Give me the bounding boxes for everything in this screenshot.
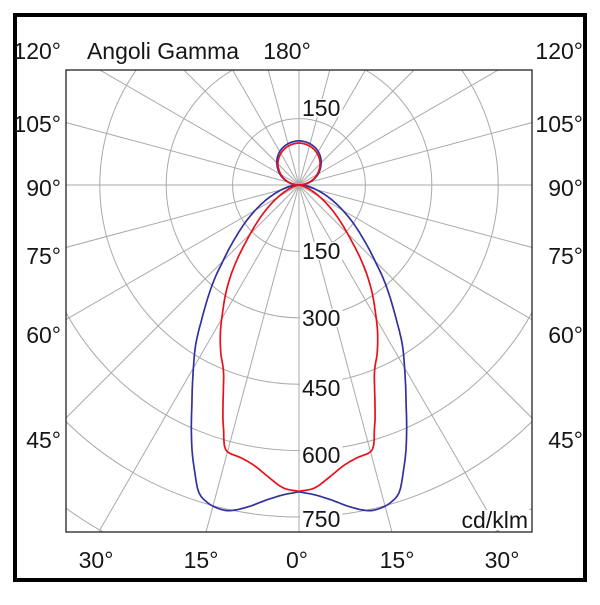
unit-label-bg xyxy=(458,510,531,530)
ring-value-label-1: 150 xyxy=(302,238,340,264)
grid-radial-195 xyxy=(267,70,300,186)
gamma-label-right-105: 105° xyxy=(535,111,583,137)
grid-radial-210 xyxy=(232,70,300,186)
gamma-label-left-60: 60° xyxy=(26,322,61,348)
red_curve xyxy=(219,142,379,493)
ring-value-label-4: 600 xyxy=(302,442,340,468)
ring-value-label-2: 300 xyxy=(302,305,340,331)
grid-radial-30 xyxy=(298,184,500,532)
grid-radial-225 xyxy=(183,70,300,186)
grid-radial-255 xyxy=(66,122,300,186)
grid-radial-60 xyxy=(298,184,532,321)
ring-value-label-5: 750 xyxy=(302,506,340,532)
gamma-label-right-45: 45° xyxy=(548,427,583,453)
unit-label: cd/klm xyxy=(462,507,528,533)
grid-radial-75 xyxy=(298,184,532,248)
gamma-label-bottom-2: 0° xyxy=(286,547,308,573)
outer-frame xyxy=(13,13,587,582)
grid-radial-135 xyxy=(298,70,415,186)
ring-value-label-3: 450 xyxy=(302,375,340,401)
gamma-label-right-90: 90° xyxy=(548,175,583,201)
gamma-label-bottom-0: 30° xyxy=(79,547,114,573)
gamma-label-left-105: 105° xyxy=(13,111,61,137)
grid-radial-240 xyxy=(98,70,300,186)
ring-value-label-bg xyxy=(300,242,343,260)
grid-radial-15 xyxy=(298,184,393,532)
ring-value-label-bg xyxy=(300,379,343,397)
grid-radial-45 xyxy=(298,184,532,419)
ring-value-label-bg xyxy=(300,510,343,528)
annotations: Angoli Gamma 180° cd/klm xyxy=(87,38,531,533)
plot-border xyxy=(65,69,533,533)
gamma-label-bottom-3: 15° xyxy=(380,547,415,573)
grid-radial-345 xyxy=(205,184,300,532)
angle-180-label: 180° xyxy=(263,38,311,64)
gamma-label-left-120: 120° xyxy=(13,38,61,64)
gamma-label-left-90: 90° xyxy=(26,175,61,201)
grid-radial-330 xyxy=(98,184,300,532)
gamma-label-right-75: 75° xyxy=(548,243,583,269)
ring-value-label-0: 150 xyxy=(302,95,340,121)
axis-labels: 120° 120° 105° 105° 90° 90° 75° 75° 60° 60° 45° 45°… xyxy=(13,38,583,573)
grid-radial-105 xyxy=(298,122,532,186)
gamma-label-bottom-1: 15° xyxy=(184,547,219,573)
ring-value-label-bg xyxy=(300,99,343,117)
ring-value-label-bg xyxy=(300,446,343,464)
grid-radial-285 xyxy=(66,184,300,248)
ring-value-label-bg xyxy=(300,309,343,327)
gamma-label-left-75: 75° xyxy=(26,243,61,269)
grid-radial-300 xyxy=(66,184,300,321)
grid-radial-120 xyxy=(298,70,500,186)
gamma-label-left-45: 45° xyxy=(26,427,61,453)
gamma-label-right-60: 60° xyxy=(548,322,583,348)
intensity-curves xyxy=(190,139,408,512)
grid-radial-315 xyxy=(66,184,300,419)
chart-title: Angoli Gamma xyxy=(87,38,239,64)
gamma-label-right-120: 120° xyxy=(535,38,583,64)
gamma-label-bottom-4: 30° xyxy=(485,547,520,573)
